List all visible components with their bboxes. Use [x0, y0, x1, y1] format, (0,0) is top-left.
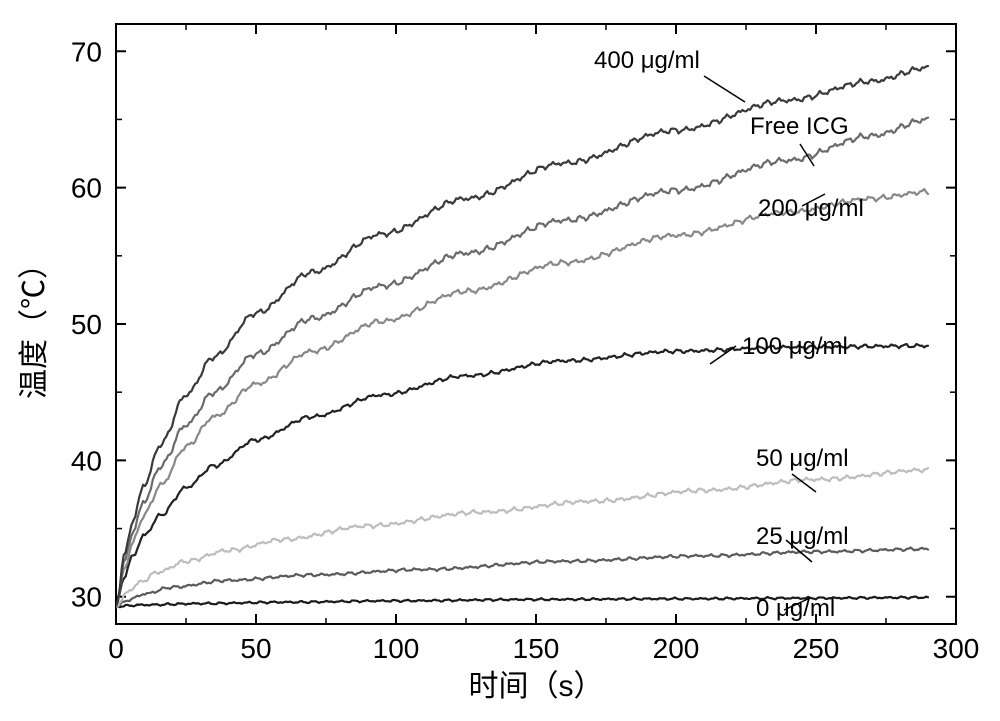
- series-label-c50: 50 μg/ml: [756, 445, 849, 472]
- y-tick-label: 50: [71, 309, 102, 340]
- leader-line: [704, 76, 745, 102]
- y-tick-label: 70: [71, 36, 102, 67]
- x-tick-label: 50: [240, 633, 271, 664]
- series-label-free: Free ICG: [750, 113, 849, 140]
- leader-line: [800, 144, 814, 166]
- y-tick-label: 30: [71, 582, 102, 613]
- y-tick-label: 60: [71, 173, 102, 204]
- y-tick-label: 40: [71, 445, 102, 476]
- series-label-c400: 400 μg/ml: [594, 47, 700, 74]
- x-tick-label: 0: [108, 633, 124, 664]
- series-label-c25: 25 μg/ml: [756, 523, 849, 550]
- y-axis-title: 温度（℃）: [18, 249, 51, 399]
- leader-line: [710, 346, 736, 364]
- x-tick-label: 300: [933, 633, 980, 664]
- x-tick-label: 100: [373, 633, 420, 664]
- series-c100: [116, 344, 928, 605]
- temperature-vs-time-chart: 0 50 100 150 200 250 300 30 40 50 60 70 时间（s） 温度（℃） 40…: [0, 0, 1000, 721]
- x-tick-label: 150: [513, 633, 560, 664]
- x-axis-title: 时间（s）: [469, 670, 604, 703]
- leader-line: [792, 474, 816, 492]
- series-label-c0: 0 μg/ml: [756, 595, 835, 622]
- series-label-c200: 200 μg/ml: [758, 195, 864, 222]
- series-label-c100: 100 μg/ml: [742, 333, 848, 360]
- chart-svg: 0 50 100 150 200 250 300 30 40 50 60 70 时间（s） 温度（℃） 40…: [0, 0, 1000, 721]
- x-tick-label: 250: [793, 633, 840, 664]
- x-tick-label: 200: [653, 633, 700, 664]
